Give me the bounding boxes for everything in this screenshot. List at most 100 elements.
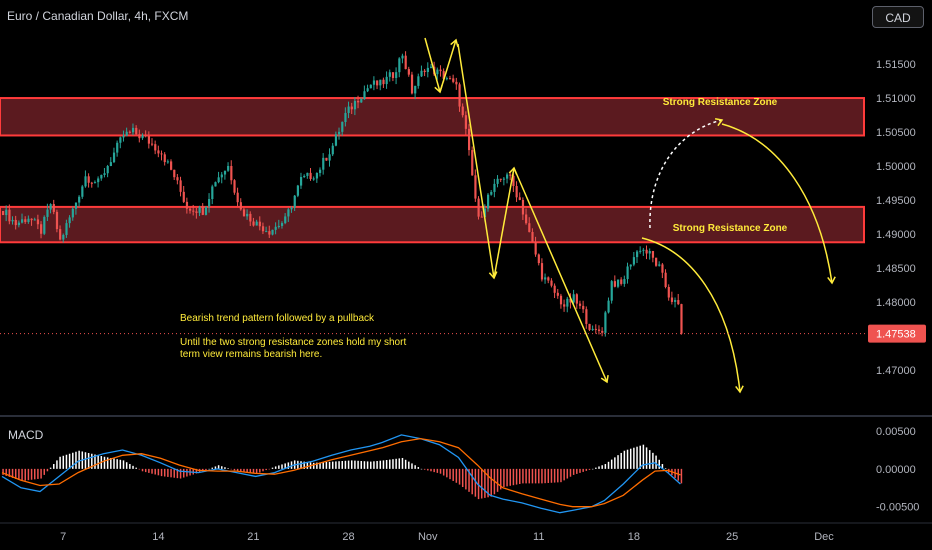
macd-histogram-bar	[176, 468, 179, 479]
macd-histogram-bar	[547, 468, 550, 483]
candle-body	[645, 249, 648, 254]
candle-body	[217, 177, 220, 183]
macd-histogram-bar	[541, 468, 543, 484]
macd-histogram-bar	[576, 468, 578, 474]
candle-body	[515, 186, 518, 198]
macd-histogram-bar	[382, 460, 385, 469]
candle-body	[366, 88, 369, 92]
candle-body	[594, 328, 597, 330]
macd-label: MACD	[8, 428, 44, 442]
candle-body	[303, 175, 306, 178]
macd-histogram-bar	[519, 468, 521, 484]
candle-body	[344, 112, 347, 123]
candle-body	[357, 100, 360, 103]
macd-histogram-bar	[344, 460, 347, 469]
candle-body	[233, 180, 236, 193]
currency-button[interactable]: CAD	[872, 6, 924, 28]
candle-body	[204, 206, 208, 215]
macd-histogram-bar	[103, 456, 106, 469]
candle-body	[30, 218, 33, 221]
macd-histogram-bar	[588, 468, 591, 470]
macd-histogram-bar	[604, 464, 607, 469]
macd-histogram-bar	[43, 468, 46, 475]
macd-histogram-bar	[373, 461, 375, 469]
time-tick-label: 28	[342, 531, 354, 543]
macd-histogram-bar	[65, 454, 68, 469]
macd-histogram-bar	[252, 468, 255, 474]
macd-histogram-bar	[34, 468, 36, 480]
macd-histogram-bar	[585, 468, 588, 471]
macd-histogram-bar	[30, 468, 33, 480]
macd-histogram-bar	[306, 462, 309, 469]
macd-histogram-bar	[366, 461, 369, 469]
candle-body	[616, 279, 620, 287]
candle-body	[471, 150, 474, 176]
macd-histogram-bar	[633, 447, 635, 469]
macd-histogram-bar	[110, 457, 112, 469]
candle-body	[550, 280, 553, 286]
last-price-label: 1.47538	[876, 329, 916, 341]
candle-body	[534, 241, 537, 255]
candle-body	[623, 279, 626, 284]
macd-histogram-bar	[300, 461, 302, 469]
macd-histogram-bar	[40, 468, 42, 479]
candle-body	[452, 78, 455, 82]
macd-histogram-bar	[614, 457, 616, 469]
macd-histogram-bar	[319, 462, 321, 469]
candle-body	[21, 219, 24, 223]
macd-histogram-bar	[59, 456, 61, 469]
price-tick-label: 1.48500	[876, 263, 916, 275]
macd-histogram-bar	[636, 446, 638, 469]
macd-histogram-bar	[113, 458, 115, 469]
candle-body	[490, 191, 493, 195]
candle-body	[620, 279, 623, 284]
macd-histogram-bar	[652, 452, 654, 469]
candle-body	[369, 84, 372, 89]
macd-histogram-bar	[503, 468, 505, 488]
candle-body	[173, 169, 176, 178]
macd-histogram-bar	[639, 445, 641, 469]
candle-body	[198, 206, 201, 213]
candle-body	[636, 251, 639, 258]
candle-body	[27, 218, 30, 222]
macd-histogram-bar	[598, 466, 600, 469]
macd-histogram-bar	[591, 468, 594, 470]
macd-histogram-bar	[331, 461, 334, 469]
candle-body	[112, 152, 116, 163]
candle-body	[502, 178, 506, 180]
candle-body	[385, 76, 388, 85]
candle-body	[100, 175, 103, 179]
candle-body	[582, 305, 585, 310]
macd-histogram-bar	[499, 468, 502, 490]
macd-histogram-bar	[512, 468, 515, 486]
macd-histogram-bar	[420, 468, 423, 470]
resistance-zone	[0, 97, 865, 137]
candle-body	[81, 186, 84, 197]
macd-histogram-bar	[259, 468, 261, 473]
resistance-zone	[0, 205, 865, 244]
macd-histogram-bar	[531, 468, 534, 484]
macd-histogram-bar	[122, 460, 125, 469]
macd-histogram-bar	[617, 455, 619, 469]
macd-histogram-bar	[557, 468, 559, 483]
candle-body	[71, 208, 74, 218]
macd-histogram-bar	[163, 468, 166, 477]
macd-histogram-bar	[477, 468, 480, 500]
candle-body	[163, 154, 166, 163]
macd-histogram-bar	[433, 468, 435, 473]
candle-body	[448, 78, 452, 80]
macd-histogram-bar	[626, 449, 629, 469]
candle-body	[59, 229, 62, 240]
candle-body	[547, 277, 550, 281]
macd-histogram-bar	[404, 459, 407, 469]
macd-histogram-bar	[274, 466, 277, 469]
candle-body	[258, 221, 261, 227]
candle-body	[328, 154, 331, 161]
time-tick-label: 18	[628, 531, 640, 543]
macd-histogram-bar	[56, 460, 58, 469]
time-tick-label: 11	[533, 531, 544, 543]
candle-body	[661, 264, 664, 273]
macd-histogram-bar	[284, 463, 286, 469]
candle-body	[353, 100, 357, 110]
